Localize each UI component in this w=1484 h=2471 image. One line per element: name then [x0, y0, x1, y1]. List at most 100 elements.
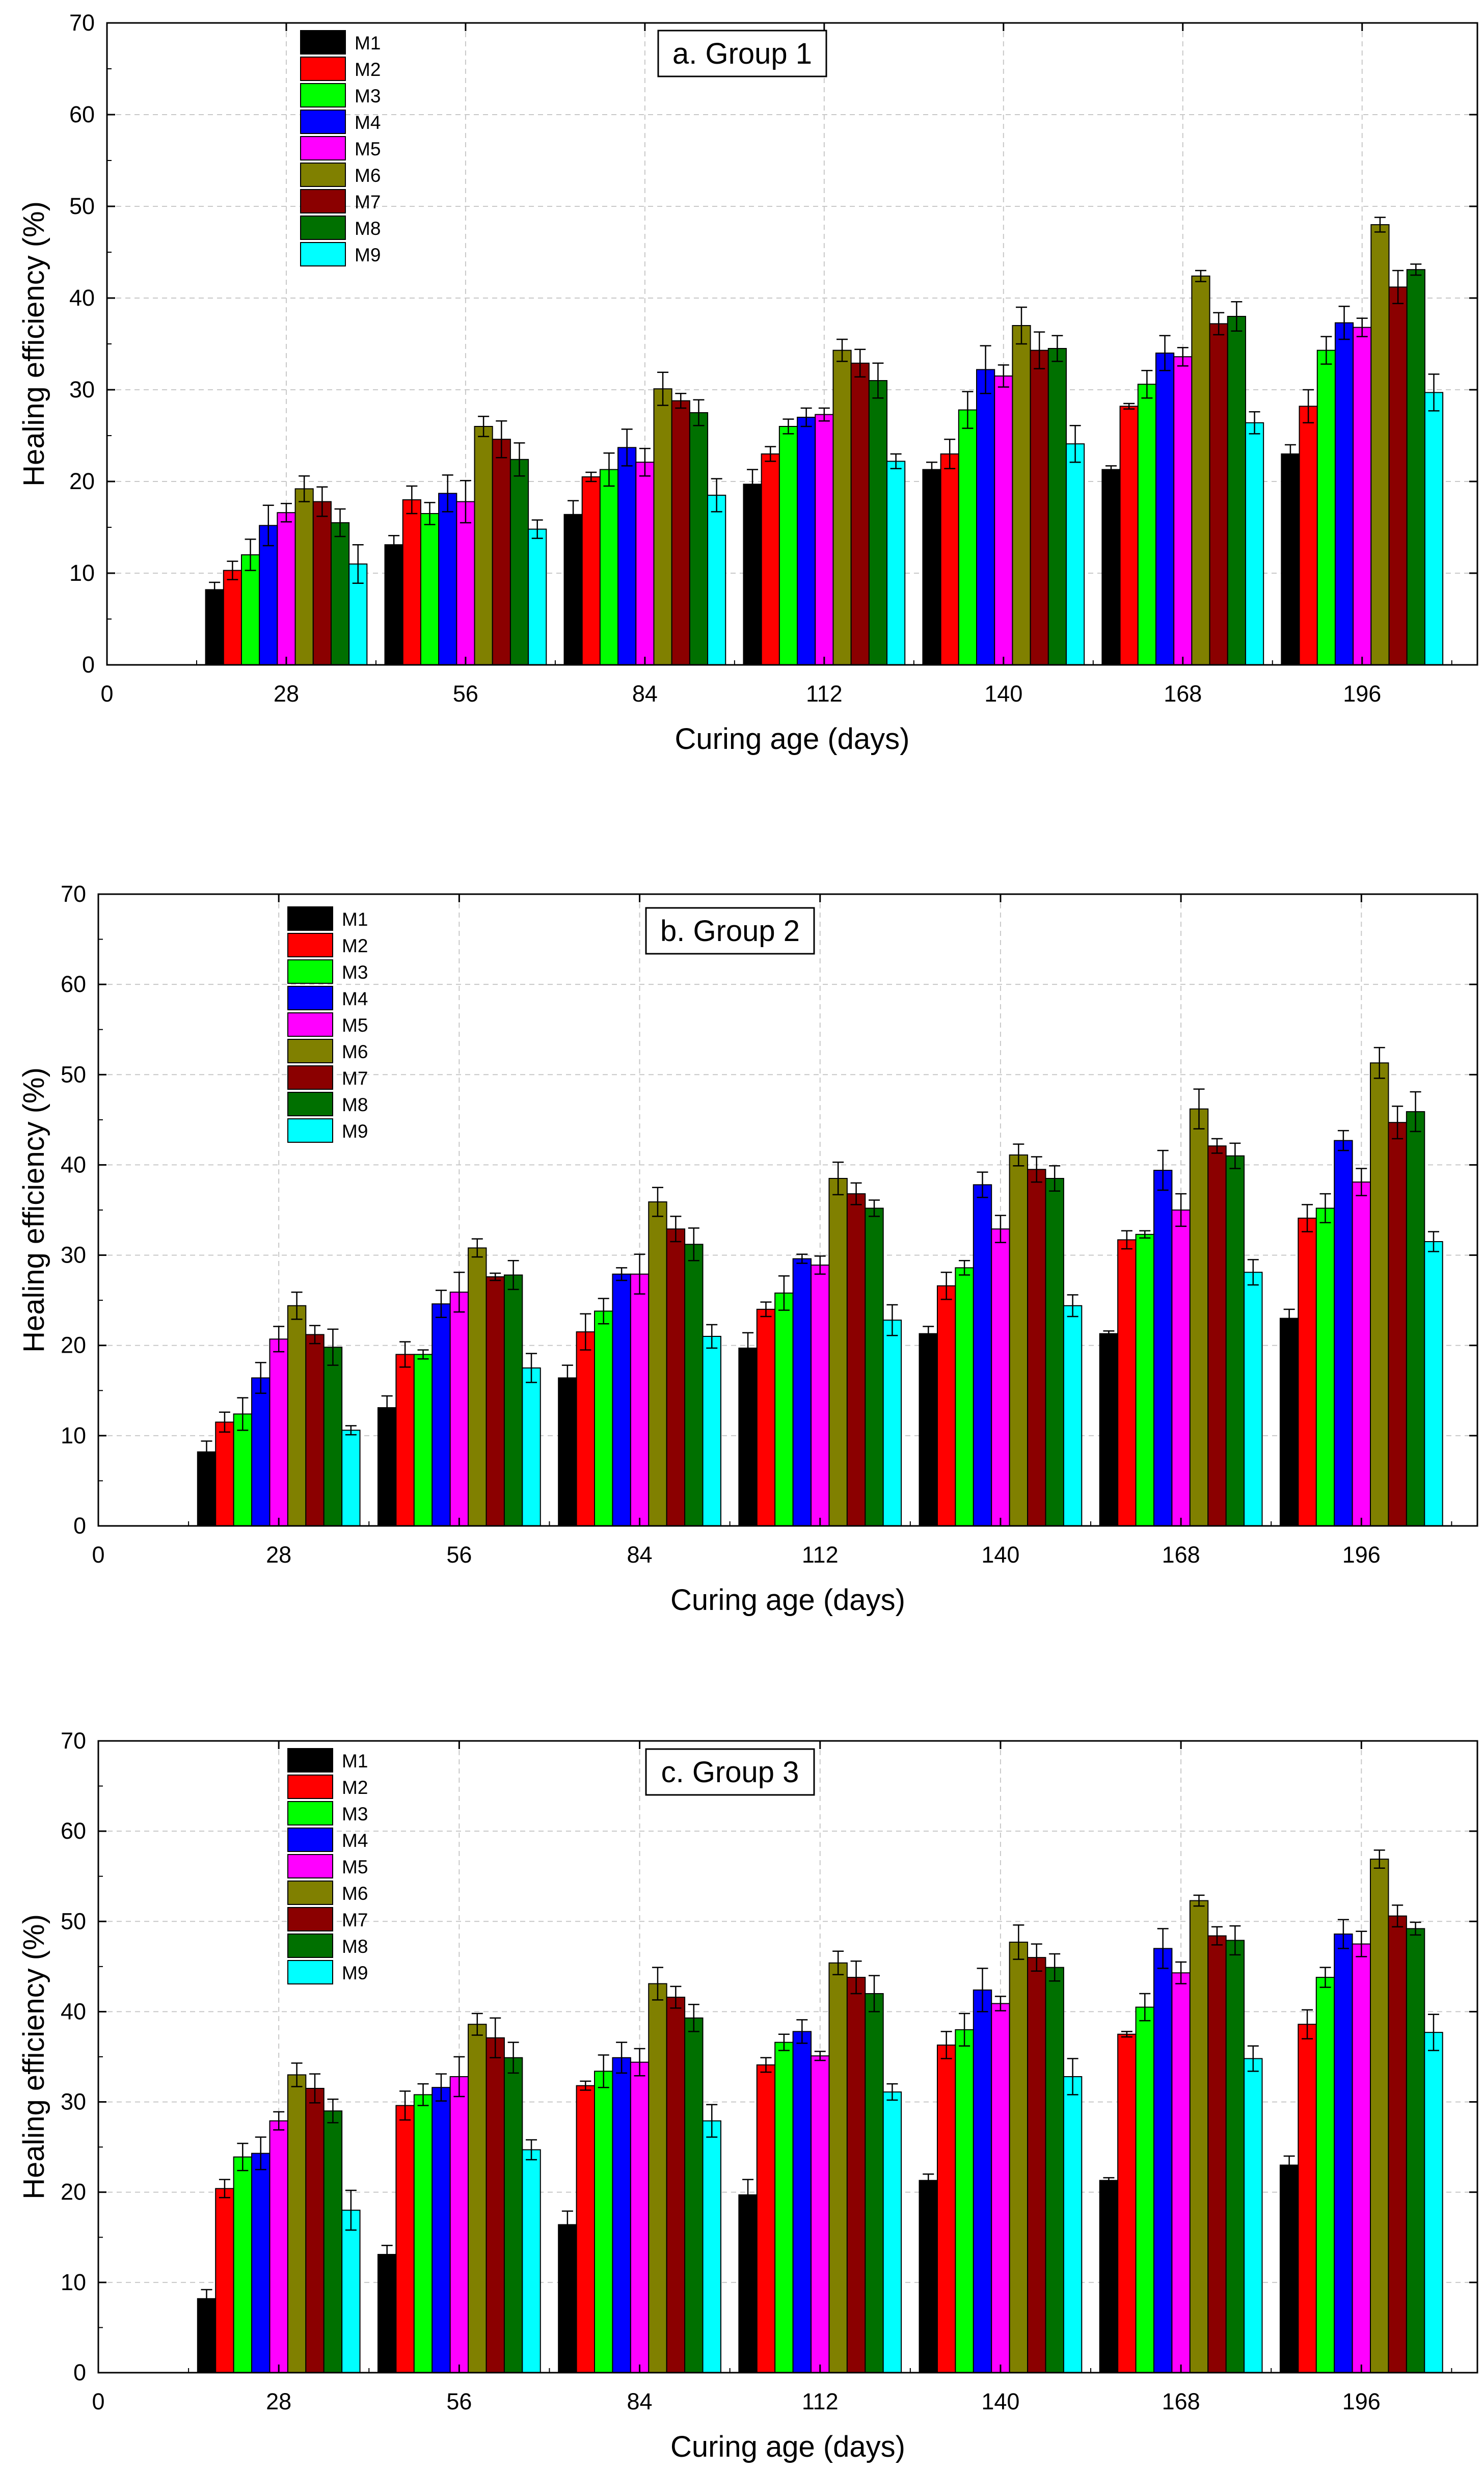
error-bar-m1-56 — [381, 1395, 393, 1420]
bar-m4-28 — [259, 525, 278, 666]
legend-swatch-m8 — [287, 1092, 333, 1116]
bar-m2-168 — [1117, 2033, 1137, 2374]
error-bar-m9-140 — [1069, 424, 1081, 463]
legend-label-m7: M7 — [342, 1068, 368, 1089]
chart-panel-1: 0 10 20 30 40 50 60 70 0 28 56 84 112 140 168 196 Curing… — [17, 10, 1478, 756]
legend-label-m7: M7 — [342, 1910, 368, 1930]
bar-m5-56 — [449, 2076, 469, 2373]
error-bar-m1-84 — [561, 2210, 573, 2239]
bar-m1-168 — [1099, 1333, 1119, 1527]
bar-m1-84 — [563, 514, 583, 665]
error-bar-m9-56 — [526, 2139, 537, 2161]
bar-m3-84 — [599, 469, 619, 665]
bar-m2-28 — [215, 2188, 234, 2373]
legend-label-m7: M7 — [355, 192, 381, 212]
error-bar-m4-112 — [796, 1253, 808, 1264]
error-bar-m5-84 — [639, 447, 651, 477]
bar-m2-112 — [761, 453, 780, 665]
bar-m5-84 — [630, 2061, 650, 2374]
bar-m9-112 — [882, 2091, 902, 2374]
error-bar-m7-84 — [675, 392, 687, 409]
y-axis: 0 10 20 30 40 50 60 70 — [61, 1728, 1477, 2385]
legend-label-m8: M8 — [355, 218, 381, 239]
bar-m6-168 — [1189, 1108, 1209, 1527]
bar-m3-56 — [413, 1354, 433, 1526]
bar-m9-28 — [341, 2210, 361, 2374]
bar-m9-56 — [522, 1367, 541, 1526]
legend-swatch-m5 — [287, 1854, 333, 1878]
bar-m4-112 — [792, 2031, 812, 2373]
bar-m1-112 — [738, 1348, 758, 1526]
error-bar-m6-28 — [299, 475, 310, 502]
error-bar-m9-168 — [1247, 1259, 1259, 1286]
bar-m9-168 — [1244, 2058, 1263, 2374]
error-bar-m5-196 — [1356, 1930, 1367, 1957]
legend-label-m9: M9 — [342, 1121, 368, 1142]
error-bar-m4-168 — [1157, 1149, 1169, 1191]
error-bar-m4-28 — [255, 1362, 266, 1394]
legend-label-m6: M6 — [342, 1041, 368, 1062]
y-tick-label: 20 — [69, 468, 95, 494]
error-bar-m9-196 — [1427, 1231, 1439, 1252]
bar-m5-140 — [991, 1228, 1010, 1526]
error-bar-m4-168 — [1159, 335, 1171, 371]
bar-m9-112 — [886, 461, 906, 666]
bar-m4-140 — [976, 369, 995, 665]
x-tick-label: 140 — [981, 1542, 1019, 1568]
bar-m4-140 — [973, 1989, 992, 2373]
error-bar-m6-28 — [291, 1291, 303, 1320]
error-bar-m3-56 — [417, 2083, 429, 2106]
bar-m1-112 — [743, 484, 762, 666]
legend-label-m4: M4 — [342, 988, 368, 1009]
bar-m9-196 — [1424, 1241, 1443, 1526]
error-bar-m4-56 — [442, 474, 453, 513]
error-bar-m8-196 — [1410, 1921, 1421, 1936]
bar-m6-84 — [648, 1201, 667, 1526]
y-tick-label: 20 — [61, 2179, 86, 2205]
bar-m7-28 — [305, 1334, 325, 1526]
y-tick-label: 70 — [61, 881, 86, 907]
error-bar-m2-196 — [1302, 2009, 1313, 2039]
bars — [205, 217, 1444, 666]
error-bar-m8-84 — [688, 2004, 699, 2032]
error-bar-m7-112 — [850, 1182, 862, 1205]
error-bar-m1-140 — [926, 461, 938, 478]
error-bar-m2-56 — [406, 485, 418, 515]
error-bar-m4-112 — [796, 2019, 808, 2044]
bar-m8-196 — [1406, 1928, 1425, 2373]
error-bar-m4-84 — [616, 2042, 628, 2074]
bar-m6-112 — [828, 1178, 848, 1526]
error-bar-m1-196 — [1283, 2155, 1295, 2175]
bar-m2-140 — [936, 1285, 956, 1527]
y-tick-label: 10 — [61, 1422, 86, 1448]
error-bar-m6-196 — [1374, 217, 1386, 233]
legend-swatch-m2 — [287, 933, 333, 957]
error-bar-m6-196 — [1373, 1849, 1385, 1869]
error-bar-m4-84 — [621, 428, 633, 467]
y-axis-label: Healing efficiency (%) — [17, 1067, 50, 1353]
x-tick-label: 196 — [1343, 681, 1381, 707]
error-bar-m5-140 — [994, 1215, 1006, 1244]
error-bar-m1-196 — [1284, 444, 1296, 464]
bar-m7-112 — [846, 1977, 866, 2373]
bar-m5-84 — [635, 462, 655, 665]
bar-m4-28 — [251, 1377, 271, 1526]
error-bar-m7-140 — [1031, 1943, 1042, 1972]
error-bar-m4-84 — [616, 1267, 628, 1281]
bar-m6-196 — [1370, 1859, 1389, 2373]
bar-m4-84 — [612, 2057, 631, 2374]
error-bar-m8-196 — [1410, 263, 1422, 276]
error-bar-m2-84 — [580, 2080, 591, 2091]
bar-m5-84 — [630, 1273, 650, 1527]
error-bar-m2-28 — [227, 560, 238, 580]
error-bar-m3-168 — [1141, 369, 1153, 399]
bar-m8-112 — [865, 1993, 884, 2373]
error-bar-m3-112 — [783, 418, 794, 435]
error-bar-m8-168 — [1229, 1142, 1241, 1169]
bar-m9-84 — [702, 2120, 721, 2374]
error-bar-m2-168 — [1123, 402, 1135, 410]
legend-label-m6: M6 — [355, 165, 381, 186]
title-box — [645, 1748, 815, 1796]
title-box — [657, 30, 827, 77]
bar-m4-196 — [1334, 322, 1354, 665]
